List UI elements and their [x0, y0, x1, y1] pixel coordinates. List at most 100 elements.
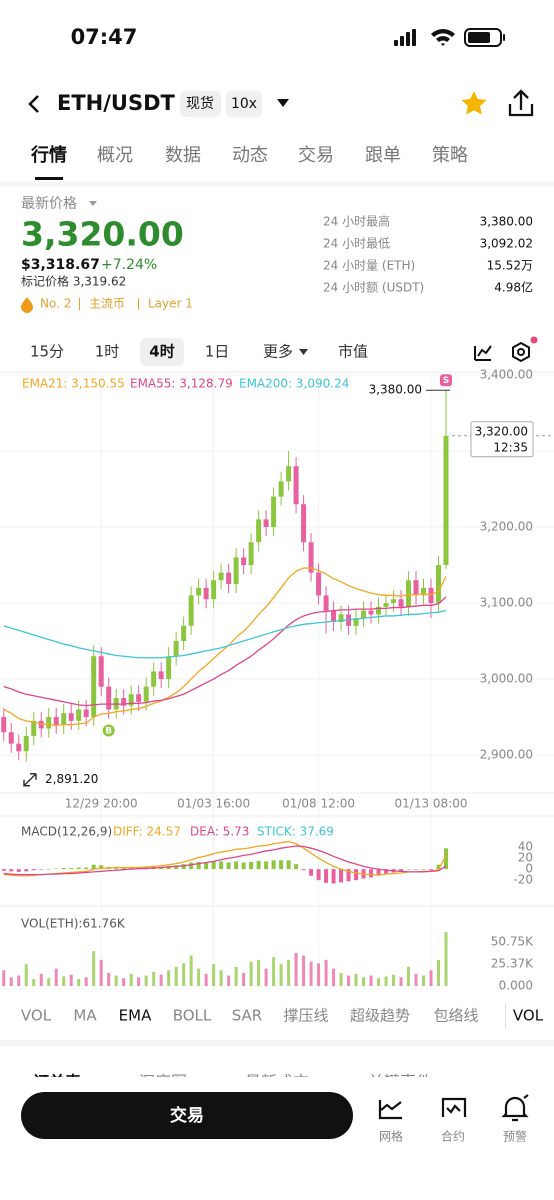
divider [0, 181, 554, 187]
volume-bar [167, 970, 171, 986]
candle-body [151, 671, 157, 687]
volume-bar [407, 966, 411, 986]
macd-bar [16, 869, 21, 872]
interval[interactable]: 1时 [95, 343, 120, 361]
trade-button[interactable] [21, 1092, 353, 1139]
candle-body [203, 587, 209, 600]
candle-body [361, 610, 367, 619]
tab[interactable]: 概况 [97, 145, 133, 166]
candle-body [316, 572, 322, 596]
candle-body [158, 671, 164, 680]
candle-body [8, 732, 14, 744]
indicator-tab[interactable]: 撑压线 [283, 1007, 328, 1025]
volume-bar [32, 979, 36, 986]
y-tick-label: 3,000.00 [480, 672, 533, 686]
candle-body [301, 504, 307, 543]
indicator-tab[interactable]: MA [73, 1007, 97, 1025]
back-button[interactable] [28, 95, 39, 113]
footer-action[interactable]: 网格 [379, 1129, 403, 1144]
candle-body [166, 656, 172, 680]
interval[interactable]: 1日 [205, 343, 230, 361]
interval[interactable]: 市值 [338, 343, 368, 361]
indicator-tab[interactable]: BOLL [173, 1007, 212, 1025]
volume-bar [339, 972, 343, 986]
volume-bar [47, 978, 51, 986]
y-tick-label: -20 [513, 873, 533, 887]
macd-bar [301, 869, 306, 871]
candle-body [413, 580, 419, 596]
macd-bar [316, 869, 321, 881]
indicator-line [3, 596, 447, 707]
tab[interactable]: 数据 [165, 145, 201, 166]
y-tick-label: 3,400.00 [480, 368, 533, 382]
contract-icon[interactable] [441, 1097, 467, 1117]
tab[interactable]: 交易 [298, 145, 334, 166]
volume-bar [287, 959, 291, 986]
settings-button[interactable] [512, 341, 530, 363]
volume-bar [414, 973, 418, 986]
candle-body [76, 709, 82, 721]
tab[interactable]: 行情 [30, 144, 67, 166]
volume-bar [92, 951, 96, 986]
indicator-tab[interactable]: EMA [119, 1007, 152, 1025]
volume-bar [84, 977, 88, 986]
dropdown[interactable] [277, 99, 289, 107]
candle-body [398, 599, 404, 607]
mark-price: 标记价格 3,319.62 [21, 274, 126, 289]
indicator-tab[interactable]: VOL [513, 1007, 544, 1025]
tab[interactable]: 跟单 [365, 145, 401, 166]
macd-bar [46, 869, 51, 870]
indicator-tab[interactable]: VOL [21, 1007, 52, 1025]
candle-body [376, 606, 382, 615]
trade-marker [102, 724, 115, 737]
low-label: 2,891.20 [45, 772, 98, 786]
interval[interactable]: 4时 [149, 343, 174, 361]
macd-bar [76, 867, 81, 870]
tab[interactable]: 动态 [232, 145, 268, 166]
candle-body [61, 713, 67, 725]
expand-icon[interactable] [23, 772, 37, 787]
candle-body [46, 717, 52, 729]
volume-bar [62, 976, 66, 986]
leverage-bg [226, 91, 262, 117]
macd-bar [271, 860, 276, 870]
candle-body [248, 542, 254, 566]
tab[interactable]: 策略 [432, 145, 468, 166]
interval[interactable]: 更多 [263, 343, 293, 361]
indicator-tab[interactable]: SAR [232, 1007, 262, 1025]
candle-body [68, 713, 74, 721]
volume-bar [159, 974, 163, 986]
divider [0, 1040, 554, 1046]
candle-body [181, 625, 187, 642]
macd-bar [196, 861, 201, 870]
stat-value: 15.52万 [487, 259, 533, 273]
volume-bar [257, 959, 261, 986]
y-tick-label: 3,200.00 [480, 520, 533, 534]
macd-bar [69, 868, 74, 870]
stat-value: 4.98亿 [494, 280, 533, 295]
indicator-tab[interactable]: 包络线 [433, 1007, 478, 1025]
volume-bar [114, 975, 118, 986]
y-tick-label: 25.37K [491, 956, 534, 970]
interval[interactable]: 15分 [30, 343, 64, 361]
macd-bar [211, 861, 216, 870]
volume-bar [279, 964, 283, 986]
market-tag: 现货 [186, 95, 214, 112]
grid-icon[interactable] [378, 1100, 402, 1120]
stat-label: 24 小时额 (USDT) [323, 281, 424, 295]
macd-bar [219, 861, 224, 870]
y-tick-label: 3,100.00 [480, 596, 533, 610]
macd-bar [294, 864, 299, 870]
favorite[interactable] [461, 91, 487, 115]
macd-bar [54, 868, 59, 870]
high-label: 3,380.00 [369, 383, 422, 397]
market-tag-bg [180, 91, 221, 117]
alert-icon[interactable] [501, 1094, 529, 1122]
footer-action[interactable]: 合约 [441, 1129, 465, 1144]
share[interactable] [508, 89, 534, 117]
indicator-tab[interactable]: 超级趋势 [350, 1007, 410, 1025]
footer-action[interactable]: 预警 [503, 1129, 527, 1144]
macd-bar [204, 862, 209, 870]
indicator-button[interactable] [474, 345, 492, 361]
volume-bar [437, 959, 441, 986]
